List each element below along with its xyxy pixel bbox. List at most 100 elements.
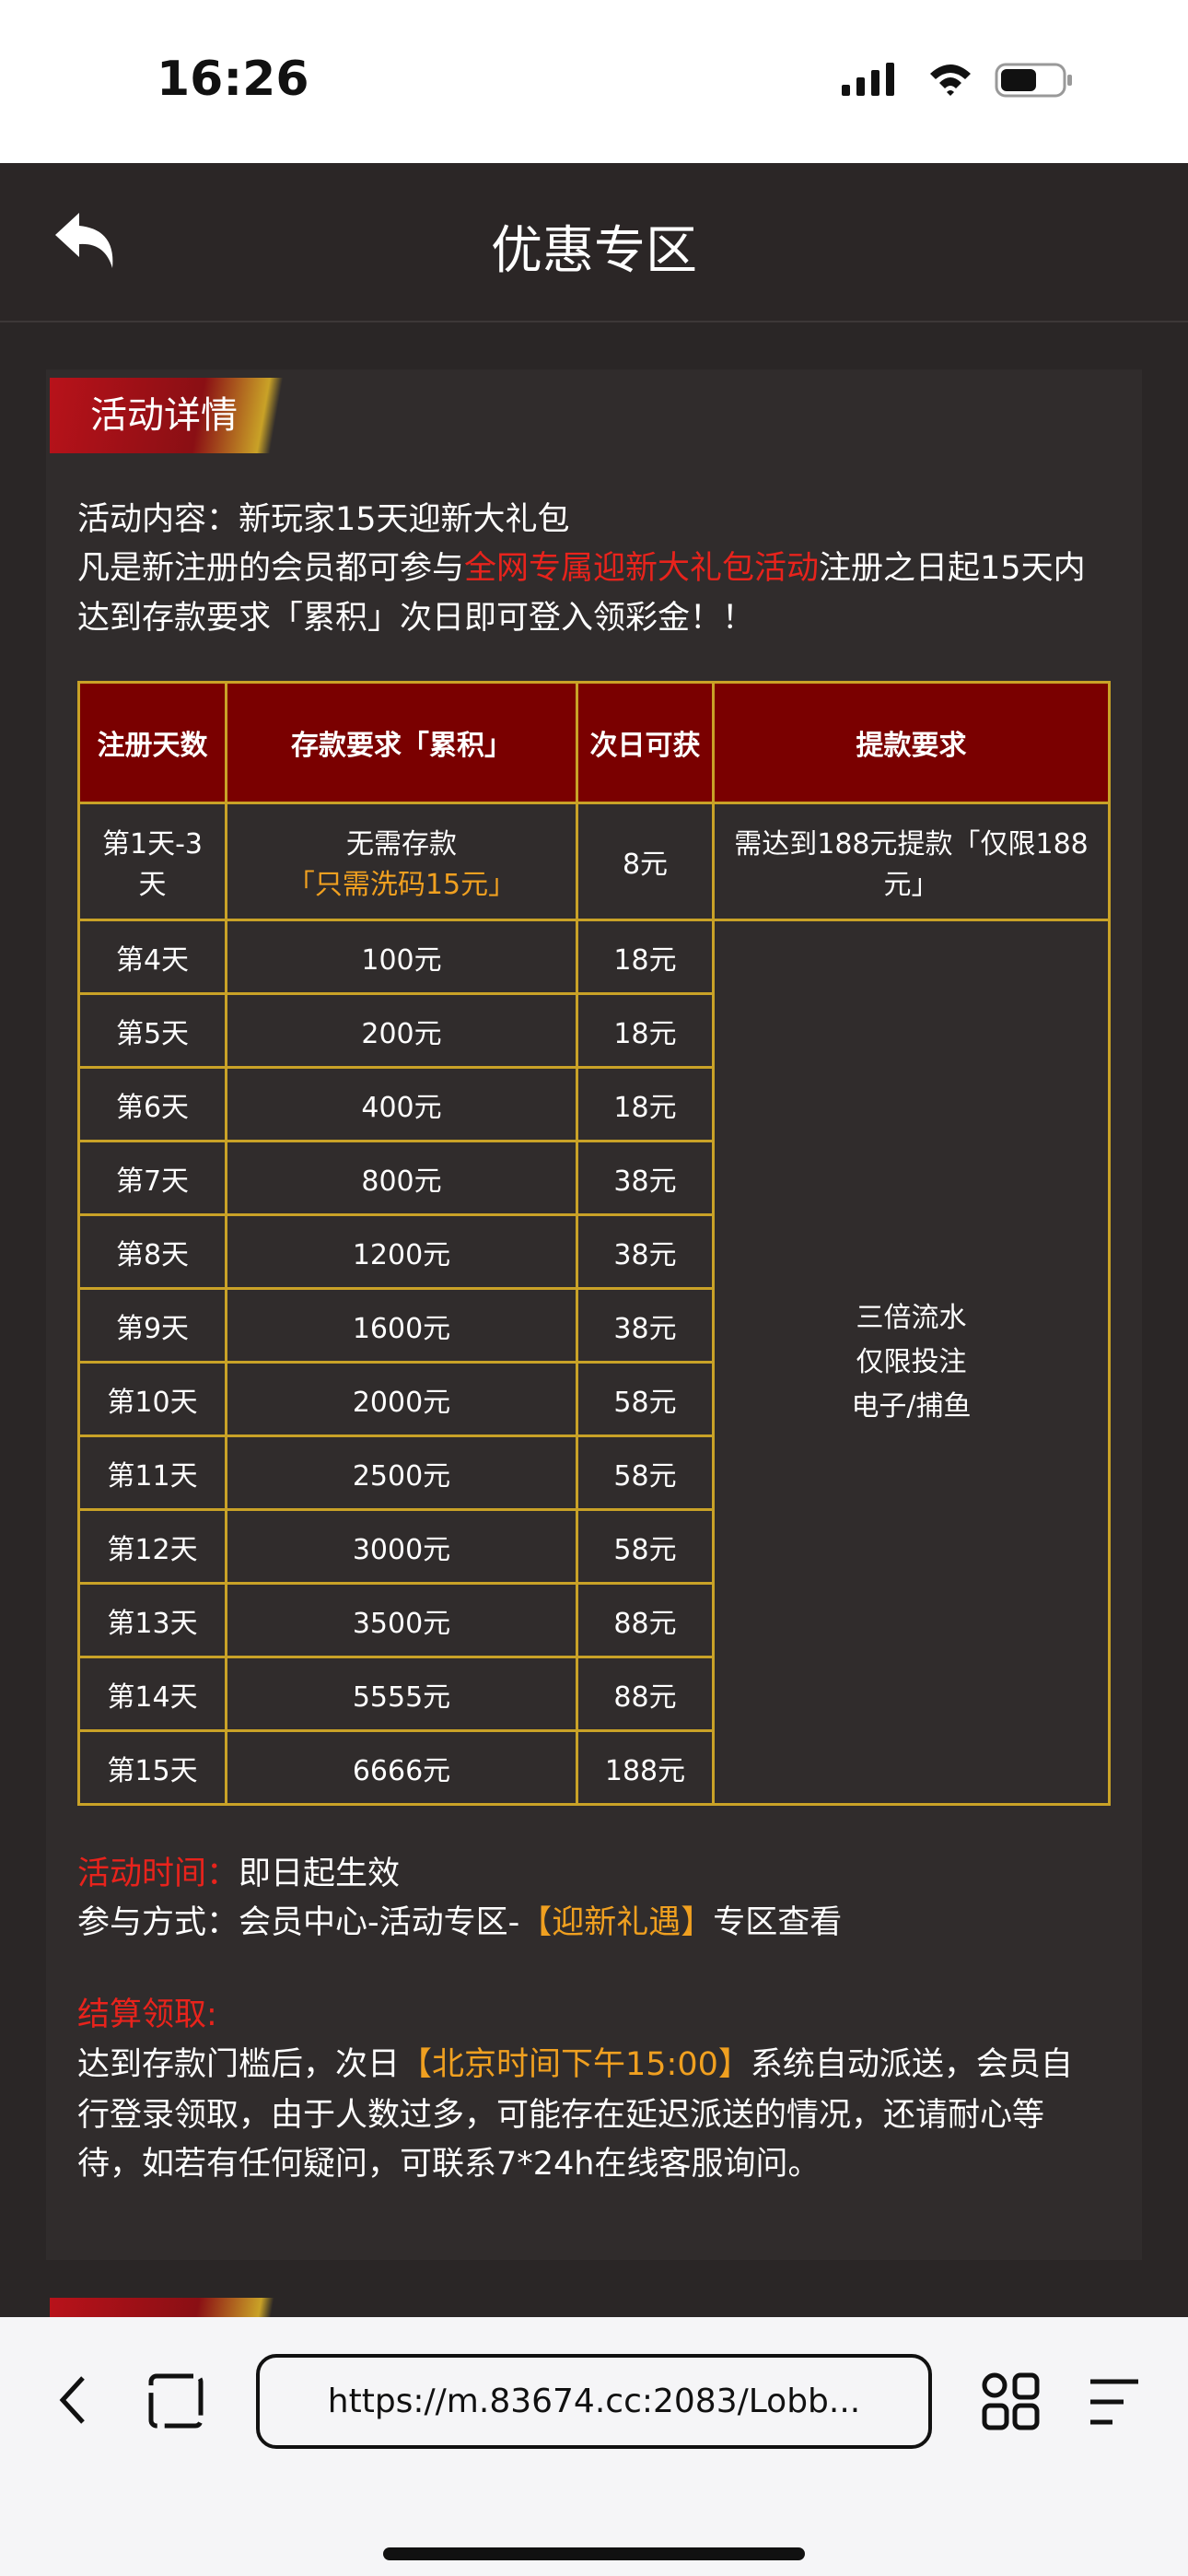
section-badge: 活动详情 — [50, 378, 296, 453]
cell: 第7天 — [77, 1140, 227, 1216]
highlight: 【北京时间下午15:00】 — [400, 2046, 751, 2083]
cell: 2000元 — [225, 1361, 578, 1437]
cell: 无需存款「只需洗码15元」 — [225, 802, 578, 921]
back-nav[interactable] — [55, 2372, 92, 2428]
row: 第4天 100元 18元 三倍流水 仅限投注 电子/捕鱼 — [77, 919, 1111, 1806]
cell: 88元 — [576, 1582, 715, 1658]
cell: 3000元 — [225, 1508, 578, 1585]
text: 注册之日起15天内 — [819, 550, 1086, 587]
cell: 第11天 — [77, 1434, 227, 1511]
url-bar[interactable]: https://m.83674.cc:2083/Lobb... — [256, 2354, 932, 2449]
row: 第1天-3天 无需存款「只需洗码15元」 8元 需达到188元提款「仅限188元… — [77, 802, 1111, 921]
cell: 第14天 — [77, 1656, 227, 1732]
info-line: 参与方式：会员中心-活动专区-【迎新礼遇】专区查看 — [77, 1896, 842, 1943]
status-icons — [842, 63, 1072, 98]
status-bar: 16:26 — [0, 0, 1188, 163]
clock: 16:26 — [157, 52, 309, 107]
menu-button[interactable] — [1087, 2376, 1142, 2428]
cell: 1200元 — [225, 1213, 578, 1290]
nav-header: 优惠专区 — [0, 163, 1188, 322]
highlight: 全网专属迎新大礼包活动 — [464, 550, 820, 587]
cell: 第10天 — [77, 1361, 227, 1437]
info-line: 活动时间：即日起生效 — [77, 1847, 400, 1894]
cell: 38元 — [576, 1140, 715, 1216]
row: 第6天 400元 18元 — [77, 1066, 1110, 1142]
cell: 2500元 — [225, 1434, 578, 1511]
text: 会员中心-活动专区- — [239, 1904, 520, 1941]
text: 凡是新注册的会员都可参与 — [77, 550, 465, 587]
cell: 58元 — [576, 1508, 715, 1585]
info-line: 行登录领取，由于人数过多，可能存在延迟派送的情况，还请耐心等 — [77, 2097, 1045, 2134]
cell: 100元 — [225, 919, 578, 995]
header-cell: 存款要求「累积」 — [225, 681, 578, 804]
browser-bar: https://m.83674.cc:2083/Lobb... — [0, 2317, 1188, 2576]
text: 系统自动派送，会员自 — [750, 2046, 1073, 2083]
text: 即日起生效 — [239, 1856, 401, 1892]
tabs-button[interactable] — [147, 2372, 208, 2431]
row: 第12天 3000元 58元 — [77, 1508, 1110, 1585]
text: 达到存款门槛后，次日 — [77, 2046, 401, 2083]
row: 第13天 3500元 88元 — [77, 1582, 1110, 1658]
cell: 第1天-3天 — [77, 802, 227, 921]
cell: 需达到188元提款「仅限188元」 — [712, 802, 1111, 921]
next-badge — [50, 2298, 296, 2317]
header-cell: 提款要求 — [712, 681, 1111, 804]
cell: 第6天 — [77, 1066, 227, 1142]
row: 第15天 6666元 188元 — [77, 1729, 1110, 1806]
reward-table: 注册天数 存款要求「累积」 次日可获 提款要求 第1天-3天 无需存款「只需洗码… — [77, 681, 1111, 1806]
cell: 6666元 — [225, 1729, 578, 1806]
row: 第14天 5555元 88元 — [77, 1656, 1110, 1732]
cell: 18元 — [576, 992, 715, 1069]
back-button[interactable] — [52, 209, 125, 274]
cell: 第8天 — [77, 1213, 227, 1290]
text: 无需存款 — [346, 828, 457, 861]
cell: 第13天 — [77, 1582, 227, 1658]
cell: 18元 — [576, 1066, 715, 1142]
cell: 1600元 — [225, 1287, 578, 1364]
highlight: 「只需洗码15元」 — [286, 869, 517, 901]
cell: 188元 — [576, 1729, 715, 1806]
cell: 5555元 — [225, 1656, 578, 1732]
cell: 88元 — [576, 1656, 715, 1732]
note-line: 三倍流水 — [856, 1301, 967, 1334]
cell: 第4天 — [77, 919, 227, 995]
row: 第9天 1600元 38元 — [77, 1287, 1110, 1364]
highlight: 【迎新礼遇】 — [519, 1904, 714, 1941]
header-cell: 次日可获 — [576, 681, 715, 804]
cell: 38元 — [576, 1287, 715, 1364]
row: 第5天 200元 18元 — [77, 992, 1110, 1069]
info-label: 结算领取: — [77, 1996, 217, 2033]
row: 第11天 2500元 58元 — [77, 1434, 1110, 1511]
cell: 200元 — [225, 992, 578, 1069]
label: 活动时间： — [77, 1856, 239, 1892]
page-title: 优惠专区 — [491, 221, 697, 281]
intro-line: 凡是新注册的会员都可参与全网专属迎新大礼包活动注册之日起15天内 — [77, 542, 1086, 589]
note-line: 仅限投注 — [856, 1345, 967, 1378]
cell: 第12天 — [77, 1508, 227, 1585]
merged-cell: 三倍流水仅限投注电子/捕鱼 — [712, 919, 1111, 1806]
header-cell: 注册天数 — [77, 681, 227, 804]
header-row: 注册天数 存款要求「累积」 次日可获 提款要求 — [77, 681, 1111, 804]
cell: 38元 — [576, 1213, 715, 1290]
row: 第7天 800元 38元 — [77, 1140, 1110, 1216]
cell: 第15天 — [77, 1729, 227, 1806]
cell: 800元 — [225, 1140, 578, 1216]
label: 参与方式： — [77, 1904, 239, 1941]
home-indicator — [383, 2547, 805, 2560]
cell: 3500元 — [225, 1582, 578, 1658]
cell: 58元 — [576, 1434, 715, 1511]
row: 第10天 2000元 58元 — [77, 1361, 1110, 1437]
info-line: 待，如若有任何疑问，可联系7*24h在线客服询问。 — [77, 2146, 821, 2183]
cell: 18元 — [576, 919, 715, 995]
note-line: 电子/捕鱼 — [851, 1389, 972, 1423]
row: 第8天 1200元 38元 — [77, 1213, 1110, 1290]
grid-button[interactable] — [982, 2372, 1041, 2431]
cell: 第9天 — [77, 1287, 227, 1364]
intro-line: 活动内容：新玩家15天迎新大礼包 — [77, 501, 570, 538]
cell: 58元 — [576, 1361, 715, 1437]
cell: 第5天 — [77, 992, 227, 1069]
cell: 8元 — [576, 802, 715, 921]
text: 专区查看 — [713, 1904, 843, 1941]
intro-line: 达到存款要求「累积」次日即可登入领彩金！！ — [77, 600, 755, 637]
